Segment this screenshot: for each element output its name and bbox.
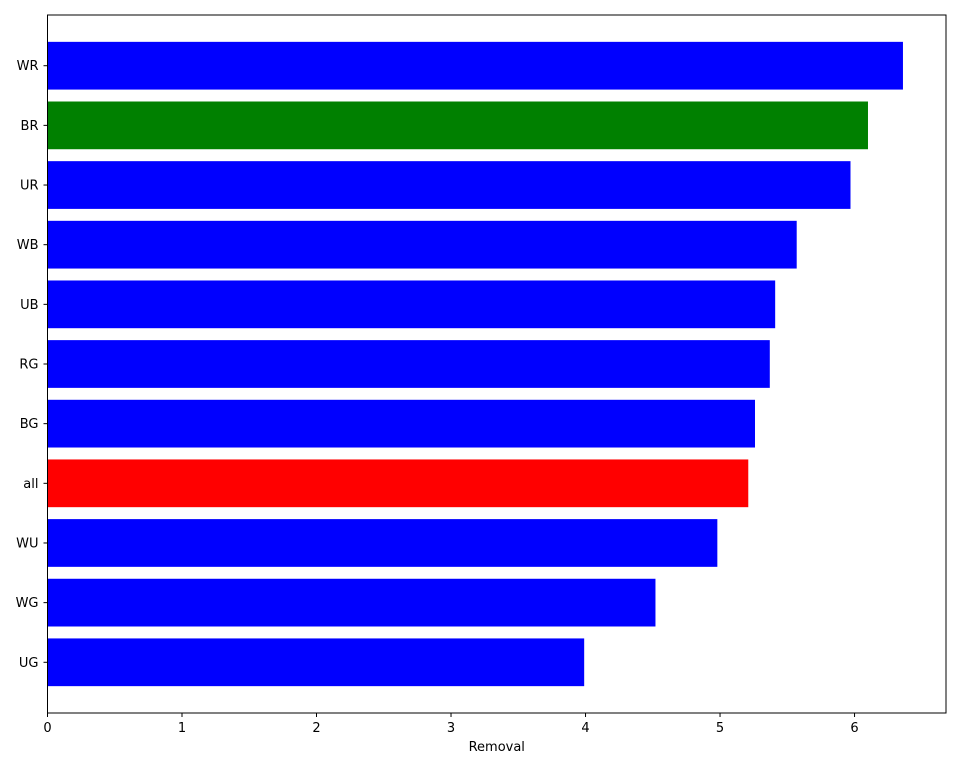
bar-wb: [47, 220, 797, 269]
y-tick-label: RG: [19, 358, 38, 373]
y-tick-label: UB: [20, 298, 38, 313]
bar-wg: [47, 578, 656, 627]
y-tick-label: all: [23, 477, 38, 492]
x-tick-label: 0: [43, 721, 51, 736]
x-tick-label: 1: [178, 721, 186, 736]
y-axis-ticks: WR BR UR WB UB RG BG all WU WG UG: [16, 59, 48, 671]
bar-rg: [47, 340, 770, 388]
bar-ub: [47, 280, 776, 329]
y-tick-label: UG: [19, 656, 39, 671]
x-tick-label: 2: [312, 721, 320, 736]
bar-wu: [47, 519, 718, 567]
bars-group: [47, 41, 903, 687]
bar-wr: [47, 41, 903, 90]
y-tick-label: WB: [17, 238, 39, 253]
x-tick-label: 3: [447, 721, 455, 736]
bar-bg: [47, 399, 756, 448]
x-tick-label: 5: [716, 721, 724, 736]
y-tick-label: WR: [17, 59, 39, 74]
bar-br: [47, 101, 868, 150]
x-axis-label: Removal: [469, 740, 525, 755]
bar-all: [47, 459, 749, 508]
y-tick-label: WG: [16, 596, 39, 611]
bar-ur: [47, 161, 851, 209]
y-tick-label: WU: [16, 536, 38, 551]
x-axis-ticks: 0 1 2 3 4 5 6: [43, 713, 859, 736]
bar-ug: [47, 638, 585, 687]
plot-frame: [47, 14, 947, 714]
y-tick-label: BR: [21, 119, 39, 134]
x-tick-label: 4: [581, 721, 589, 736]
y-tick-label: BG: [20, 417, 39, 432]
y-tick-label: UR: [20, 179, 39, 194]
x-tick-label: 6: [850, 721, 858, 736]
